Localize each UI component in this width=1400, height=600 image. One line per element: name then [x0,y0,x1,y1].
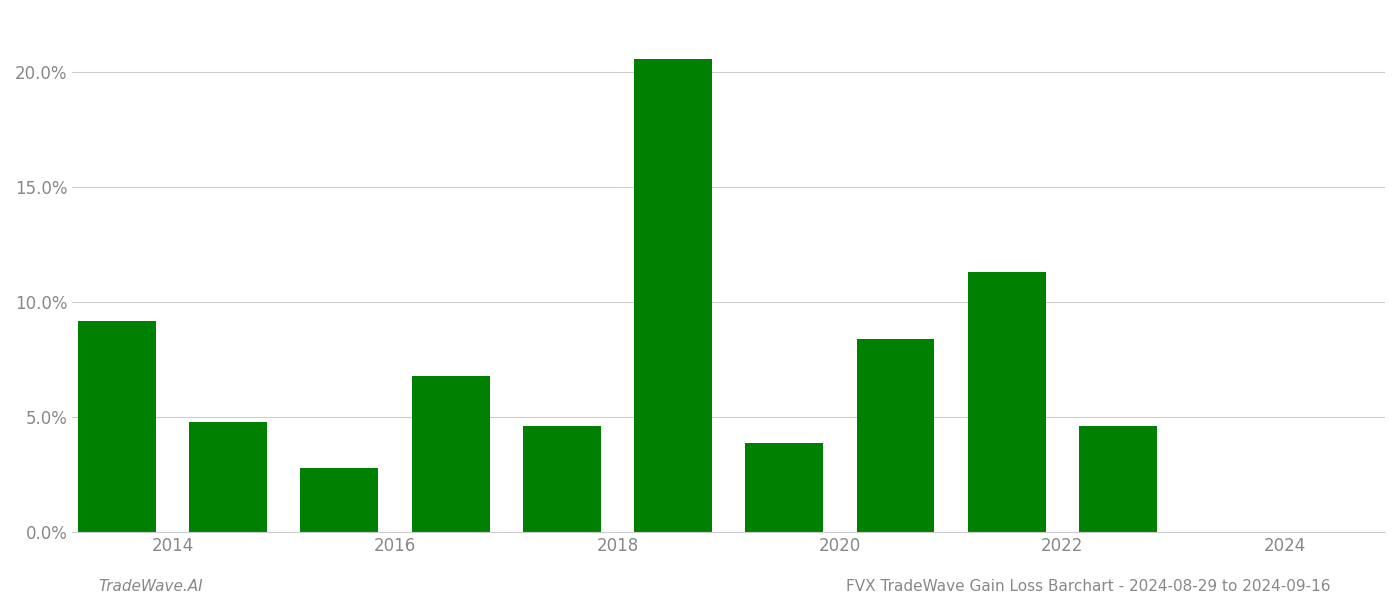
Bar [745,443,823,532]
Bar [1079,427,1156,532]
Bar [634,59,713,532]
Bar [522,427,601,532]
Bar [857,339,934,532]
Bar [301,468,378,532]
Bar [78,320,155,532]
Bar [189,422,267,532]
Bar [967,272,1046,532]
Text: FVX TradeWave Gain Loss Barchart - 2024-08-29 to 2024-09-16: FVX TradeWave Gain Loss Barchart - 2024-… [846,579,1330,594]
Text: TradeWave.AI: TradeWave.AI [98,579,203,594]
Bar [412,376,490,532]
